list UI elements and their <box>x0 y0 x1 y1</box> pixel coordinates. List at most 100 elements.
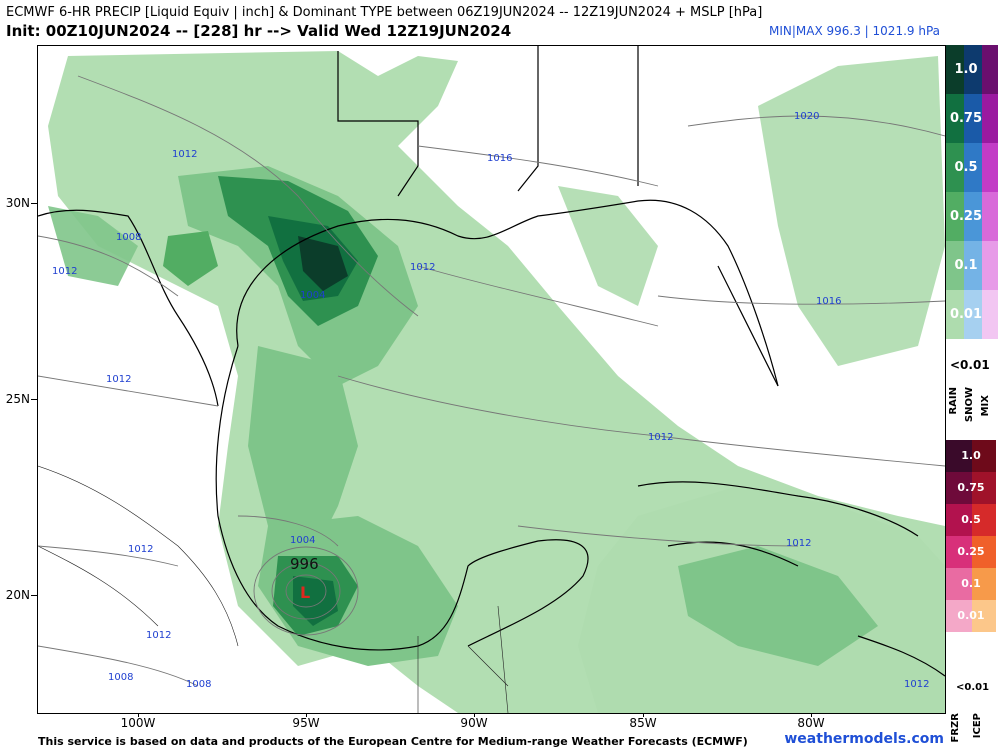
legend-row-frzr-icep: 1.0 <box>946 440 998 472</box>
legend-swatch <box>946 241 964 290</box>
lat-label-25n: 25N <box>5 392 30 406</box>
legend-swatch <box>982 192 998 241</box>
legend-row-frzr-icep: 0.25 <box>946 536 998 568</box>
lon-tick <box>474 712 475 717</box>
lon-tick <box>306 712 307 717</box>
legend-swatch <box>946 94 964 143</box>
legend-level-label: 0.25 <box>949 208 983 224</box>
legend-row-frzr-icep: 0.5 <box>946 504 998 536</box>
isobar-label: 1012 <box>146 630 171 641</box>
isobar-label: 1012 <box>172 149 197 160</box>
legend-snow-label: SNOW <box>964 387 975 423</box>
legend-row-rain-snow-mix: 0.5 <box>946 143 998 192</box>
legend-swatch <box>972 568 996 600</box>
legend-level-label: 0.1 <box>954 257 978 273</box>
legend-swatch <box>964 94 982 143</box>
legend-row-frzr-icep: 0.75 <box>946 472 998 504</box>
legend-swatch <box>982 290 998 339</box>
legend-level-label: 0.5 <box>961 513 981 526</box>
legend-swatch <box>964 290 982 339</box>
legend-row-frzr-icep: 0.01 <box>946 600 998 632</box>
legend-swatch <box>982 143 998 192</box>
legend-level-label: 0.01 <box>949 306 983 322</box>
brand-link[interactable]: weathermodels.com <box>784 731 944 747</box>
isobar-label: 1012 <box>106 374 131 385</box>
isobar-label: 1016 <box>816 296 841 307</box>
legend-swatch <box>964 45 982 94</box>
legend-frzr-label: FRZR <box>950 713 961 743</box>
isobar-label: 1012 <box>52 266 77 277</box>
isobar-label: 1008 <box>116 232 141 243</box>
legend-swatch <box>972 440 996 472</box>
legend-swatch <box>946 192 964 241</box>
isobar-label: 1016 <box>487 153 512 164</box>
legend-swatch <box>972 472 996 504</box>
lat-tick <box>31 595 37 596</box>
data-credit: This service is based on data and produc… <box>38 735 748 748</box>
legend-level-label: 0.75 <box>957 481 985 494</box>
borders <box>38 465 509 713</box>
legend-level-label: 1.0 <box>954 61 978 77</box>
lon-label-90w: 90W <box>460 716 488 730</box>
legend-swatch <box>982 94 998 143</box>
legend-swatch <box>964 192 982 241</box>
legend-row-frzr-icep: 0.1 <box>946 568 998 600</box>
low-pressure-symbol: L <box>300 583 310 602</box>
legend-level-label: 0.75 <box>949 110 983 126</box>
init-valid-line: Init: 00Z10JUN2024 -- [228] hr --> Valid… <box>6 22 512 40</box>
lon-label-80w: 80W <box>797 716 825 730</box>
isobar-label: 1008 <box>108 672 133 683</box>
map-svg: 1012 1016 1020 1008 1012 1012 1004 1016 … <box>38 46 945 713</box>
legend-swatch <box>946 600 972 632</box>
isobar-labels: 1012 1016 1020 1008 1012 1012 1004 1016 … <box>52 111 929 690</box>
legend-swatch <box>946 504 972 536</box>
lon-tick <box>811 712 812 717</box>
legend-row-rain-snow-mix: 0.75 <box>946 94 998 143</box>
legend-trace-label: <0.01 <box>950 358 990 372</box>
isobar-label: 1012 <box>648 432 673 443</box>
lat-tick <box>31 203 37 204</box>
legend-row-rain-snow-mix: 0.01 <box>946 290 998 339</box>
precip-legend: 1.0 0.75 0.5 0.25 0.1 0.01 <0.01 RAIN SNOW MI… <box>946 45 1000 750</box>
isobar-label: 1012 <box>904 679 929 690</box>
lon-tick <box>643 712 644 717</box>
isobar-label: 1012 <box>410 262 435 273</box>
legend-swatch <box>972 504 996 536</box>
legend-row-rain-snow-mix: 1.0 <box>946 45 998 94</box>
legend-swatch <box>972 600 996 632</box>
legend-rain-label: RAIN <box>948 387 959 415</box>
legend-swatch <box>972 536 996 568</box>
legend-swatch <box>946 290 964 339</box>
legend-swatch <box>964 143 982 192</box>
legend-swatch <box>946 45 964 94</box>
isobar-label: 1020 <box>794 111 819 122</box>
lat-label-30n: 30N <box>5 196 30 210</box>
legend-row-rain-snow-mix: 0.1 <box>946 241 998 290</box>
legend-level-label: 0.5 <box>954 159 978 175</box>
legend-level-label: 1.0 <box>961 449 981 462</box>
lat-tick <box>31 399 37 400</box>
lon-label-100w: 100W <box>120 716 156 730</box>
legend-level-label: 0.01 <box>957 609 985 622</box>
isobar-label: 1008 <box>186 679 211 690</box>
legend-level-label: 0.1 <box>961 577 981 590</box>
legend-swatch <box>946 143 964 192</box>
map-title: ECMWF 6-HR PRECIP [Liquid Equiv | inch] … <box>6 5 763 20</box>
isobar-label: 1004 <box>290 535 315 546</box>
legend-icep-label: ICEP <box>972 713 983 739</box>
legend-swatch <box>946 472 972 504</box>
min-max-pressure: MIN|MAX 996.3 | 1021.9 hPa <box>769 24 940 38</box>
lat-label-20n: 20N <box>5 588 30 602</box>
legend-swatch <box>982 45 998 94</box>
legend-swatch <box>946 568 972 600</box>
lon-tick <box>138 712 139 717</box>
legend-level-label: 0.25 <box>957 545 985 558</box>
legend-swatch <box>946 440 972 472</box>
precip-shading <box>48 51 945 713</box>
isobar-label: 1012 <box>128 544 153 555</box>
precip-map[interactable]: 1012 1016 1020 1008 1012 1012 1004 1016 … <box>37 45 946 714</box>
low-pressure-value: 996 <box>290 555 319 573</box>
legend-swatch <box>946 536 972 568</box>
legend-swatch <box>982 241 998 290</box>
isobar-label: 1004 <box>300 290 325 301</box>
